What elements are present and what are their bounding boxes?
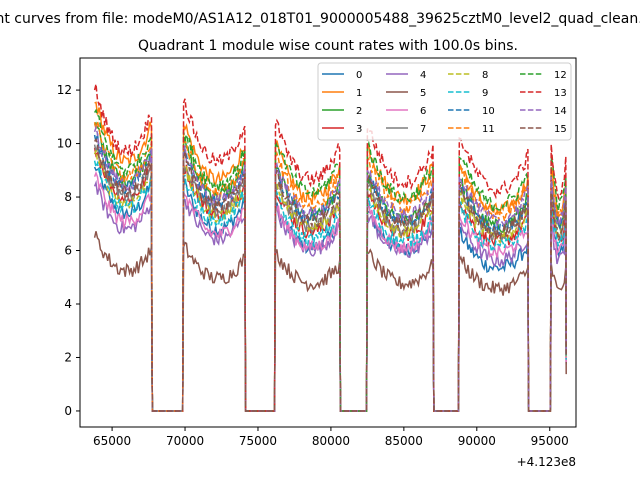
x-tick-label: 75000 — [239, 434, 277, 448]
y-tick-label: 4 — [64, 297, 72, 311]
legend-label-8: 8 — [482, 70, 488, 81]
x-tick-label: 90000 — [458, 434, 496, 448]
y-tick-label: 2 — [64, 350, 72, 364]
legend-label-10: 10 — [482, 106, 495, 117]
legend-label-11: 11 — [482, 124, 495, 135]
series-line-11 — [93, 121, 567, 412]
series-layer — [93, 84, 567, 412]
y-axis: 0 2 4 6 8 10 12 — [57, 83, 80, 418]
series-line-13 — [93, 84, 567, 412]
legend-label-9: 9 — [482, 88, 488, 99]
series-line-8 — [93, 150, 567, 412]
series-line-3 — [93, 147, 567, 412]
y-tick-label: 0 — [64, 404, 72, 418]
legend-label-4: 4 — [420, 70, 426, 81]
x-tick-label: 70000 — [166, 434, 204, 448]
legend-label-2: 2 — [356, 106, 362, 117]
y-tick-label: 12 — [57, 83, 72, 97]
y-tick-label: 8 — [64, 190, 72, 204]
series-line-9 — [93, 160, 567, 412]
x-tick-label: 65000 — [93, 434, 131, 448]
x-axis: 65000 70000 75000 80000 85000 90000 95000 — [93, 427, 569, 448]
plot-frame — [79, 57, 577, 428]
legend-box — [317, 62, 572, 141]
legend-label-12: 12 — [554, 70, 567, 81]
legend-label-1: 1 — [356, 88, 362, 99]
series-line-5 — [93, 231, 567, 412]
legend-label-3: 3 — [356, 124, 362, 135]
y-tick-label: 10 — [57, 137, 72, 151]
series-line-1 — [94, 101, 567, 412]
y-tick-label: 6 — [64, 244, 72, 258]
x-offset-label: +4.123e8 — [517, 455, 576, 469]
x-tick-label: 80000 — [312, 434, 350, 448]
x-tick-label: 95000 — [531, 434, 569, 448]
chart-title: Quadrant 1 module wise count rates with … — [138, 38, 518, 54]
legend-label-14: 14 — [554, 106, 567, 117]
x-tick-label: 85000 — [385, 434, 423, 448]
series-line-15 — [93, 137, 567, 412]
legend-label-6: 6 — [420, 106, 426, 117]
legend-label-0: 0 — [356, 70, 362, 81]
legend-label-13: 13 — [554, 88, 567, 99]
series-line-14 — [93, 124, 567, 412]
legend-label-5: 5 — [420, 88, 426, 99]
legend-label-7: 7 — [420, 124, 426, 135]
legend-label-15: 15 — [554, 124, 567, 135]
figure-suptitle: Light curves from file: modeM0/AS1A12_01… — [0, 11, 640, 27]
